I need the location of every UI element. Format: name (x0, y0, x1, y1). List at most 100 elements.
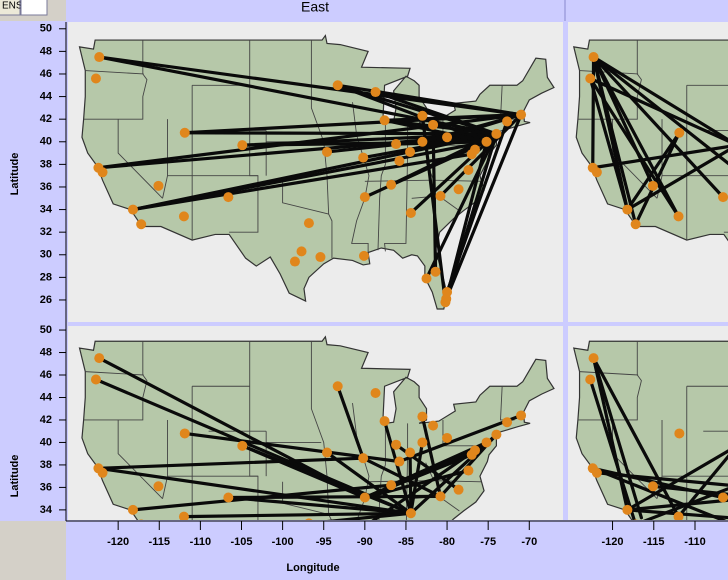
city-point (322, 146, 333, 157)
city-point (237, 440, 248, 451)
city-point (358, 152, 369, 163)
state-border (83, 40, 148, 120)
city-point (674, 127, 685, 138)
y-tick-label: 42 (40, 113, 52, 125)
y-tick-label: 30 (40, 249, 52, 261)
city-point (588, 52, 599, 63)
city-point (358, 453, 369, 464)
route (336, 83, 523, 117)
city-point (296, 246, 307, 257)
route (409, 132, 498, 215)
city-point (153, 481, 164, 492)
toolbar-button-label: ENS (2, 1, 23, 12)
city-point (622, 204, 633, 215)
route (394, 140, 489, 146)
y-tick-label: 46 (40, 369, 52, 381)
map-panel (78, 335, 555, 520)
route (588, 76, 728, 143)
y-tick-label: 36 (40, 481, 52, 493)
y-tick-label: 50 (40, 324, 52, 336)
city-point (332, 381, 343, 392)
route (326, 511, 413, 520)
route (420, 414, 443, 498)
city-point (502, 417, 513, 428)
city-point (718, 192, 728, 203)
city-point (428, 420, 439, 431)
city-point (94, 52, 105, 63)
city-point (481, 136, 492, 147)
route (588, 76, 681, 218)
route (363, 448, 477, 500)
state-border (351, 102, 370, 253)
route (371, 440, 489, 520)
x-tick-label: -100 (272, 536, 294, 548)
y-tick-label: 44 (40, 391, 53, 403)
city-point (502, 116, 513, 127)
city-point (289, 256, 300, 267)
y-tick-label: 44 (40, 90, 53, 102)
route (591, 356, 644, 520)
route (591, 55, 728, 166)
y-tick-label: 26 (40, 294, 52, 306)
city-point (417, 411, 428, 422)
city-point (394, 155, 405, 166)
city-point (94, 353, 105, 364)
route (591, 55, 655, 188)
city-point (379, 115, 390, 126)
city-point (585, 73, 596, 84)
route (625, 148, 728, 212)
state-border (282, 181, 329, 215)
city-point (463, 465, 474, 476)
city-point (491, 128, 502, 139)
x-tick-label: -115 (149, 536, 170, 548)
y-axis-title: Latitude (9, 455, 21, 498)
city-point (442, 132, 453, 143)
route (96, 456, 365, 470)
city-point (435, 491, 446, 502)
city-point (322, 447, 333, 458)
city-point (359, 192, 370, 203)
route (438, 113, 523, 198)
route (642, 487, 728, 520)
state-border (85, 70, 144, 75)
route (591, 144, 728, 170)
city-point (453, 184, 464, 195)
x-tick-label: -120 (602, 536, 624, 548)
route (588, 76, 629, 212)
city-point (303, 218, 314, 229)
route (445, 119, 509, 294)
x-tick-label: -75 (480, 536, 496, 548)
route (240, 444, 367, 500)
map-panel (572, 39, 728, 242)
city-point (647, 180, 658, 191)
x-tick-label: -105 (230, 536, 252, 548)
city-point (405, 207, 416, 218)
map-panel (78, 34, 555, 310)
route (96, 466, 413, 515)
city-point (421, 273, 432, 284)
y-tick-label: 38 (40, 158, 52, 170)
x-axis-title: Longitude (286, 562, 339, 574)
city-point (405, 146, 416, 157)
city-point (136, 219, 147, 230)
toolbar-field[interactable] (20, 0, 48, 16)
city-point (647, 481, 658, 492)
city-point (470, 445, 481, 456)
city-point (90, 374, 101, 385)
city-point (179, 127, 190, 138)
city-point (127, 204, 138, 215)
y-tick-label: 36 (40, 181, 52, 193)
city-point (588, 353, 599, 364)
city-point (379, 416, 390, 427)
city-point (405, 508, 416, 519)
route (591, 55, 596, 170)
toolbar-button[interactable] (0, 0, 21, 16)
state-border (579, 371, 639, 376)
city-point (674, 428, 685, 439)
city-point (178, 511, 189, 520)
y-tick-label: 40 (40, 436, 52, 448)
city-point (394, 456, 405, 467)
city-point (622, 504, 633, 515)
city-point (673, 511, 684, 520)
